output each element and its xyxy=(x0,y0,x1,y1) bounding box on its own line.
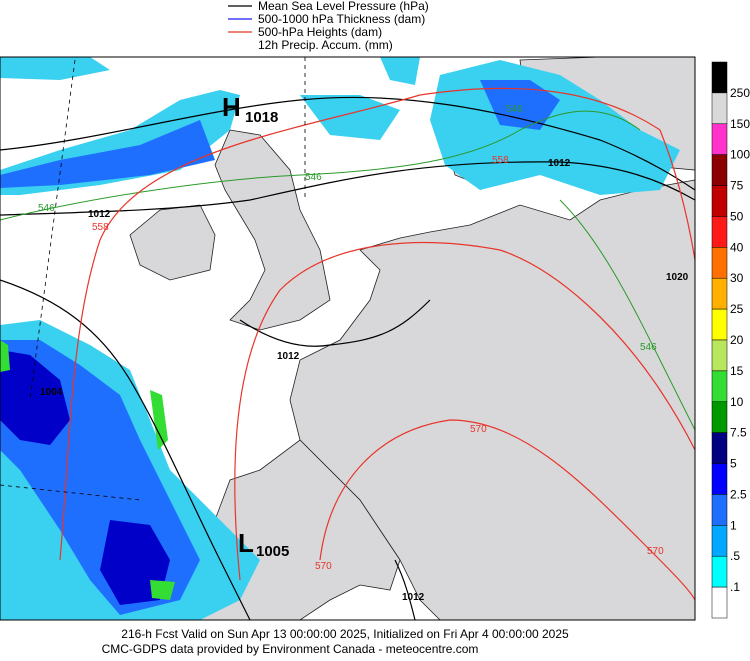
map-label: 1012 xyxy=(402,592,425,603)
colorbar-label: 150 xyxy=(730,117,750,131)
colorbar-swatch xyxy=(711,92,728,125)
colorbar-label: 10 xyxy=(730,395,744,409)
map-label: 570 xyxy=(470,424,487,435)
map-label: 1012 xyxy=(277,351,300,362)
legend-label: 500-1000 hPa Thickness (dam) xyxy=(258,12,425,26)
colorbar-swatch xyxy=(711,154,728,186)
legend-label: 500-hPa Heights (dam) xyxy=(258,25,382,39)
map-label: 570 xyxy=(647,546,664,557)
colorbar-swatch xyxy=(711,277,728,310)
legend-label: 12h Precip. Accum. (mm) xyxy=(258,38,393,52)
map: H 1018 L 1005 546 546 546 546 1012 1012 1012 1012 55… xyxy=(0,56,696,621)
colorbar-label: 15 xyxy=(730,364,744,378)
graticule xyxy=(0,57,306,501)
colorbar-label: 2.5 xyxy=(730,487,747,501)
colorbar-swatch xyxy=(711,555,728,588)
contours xyxy=(0,87,696,621)
colorbar-label: 250 xyxy=(730,86,750,100)
colorbar-swatch xyxy=(711,432,728,464)
colorbar-label: 5 xyxy=(730,457,737,471)
colorbar-swatch xyxy=(711,308,728,341)
map-label: 1018 xyxy=(245,109,278,126)
map-label: 558 xyxy=(92,222,109,233)
colorbar-swatch xyxy=(711,401,728,433)
colorbar-swatch xyxy=(711,216,728,248)
colorbar-swatch xyxy=(711,370,728,403)
map-label: 558 xyxy=(492,155,509,166)
colorbar-swatch xyxy=(711,525,728,557)
colorbar-label: 75 xyxy=(730,179,744,193)
map-labels: H 1018 L 1005 546 546 546 546 1012 1012 1012 1012 55… xyxy=(38,92,689,603)
colorbar-swatch xyxy=(711,339,728,372)
colorbar-swatch xyxy=(711,247,728,279)
map-label: 546 xyxy=(640,342,657,353)
footer-line: 216-h Fcst Valid on Sun Apr 13 00:00:00 … xyxy=(121,627,569,641)
colorbar-label: 1 xyxy=(730,518,737,532)
colorbar-swatch xyxy=(711,494,728,526)
map-frame xyxy=(0,56,696,621)
map-label: 570 xyxy=(315,561,332,572)
colorbar-swatch xyxy=(711,185,728,217)
legend: Mean Sea Level Pressure (hPa)500-1000 hP… xyxy=(228,0,429,52)
colorbar-label: 40 xyxy=(730,240,744,254)
map-label: 546 xyxy=(38,203,55,214)
map-label: L xyxy=(238,528,254,558)
colorbar-label: 7.5 xyxy=(730,426,747,440)
colorbar-swatch xyxy=(711,123,728,155)
map-label: H xyxy=(222,92,241,122)
colorbar-swatch xyxy=(711,61,728,94)
colorbar-label: 30 xyxy=(730,271,744,285)
colorbar-swatch xyxy=(711,586,728,619)
legend-label: Mean Sea Level Pressure (hPa) xyxy=(258,0,429,13)
colorbar: 250 150 100 75 50 40 30 25 20 15 10 7.5 5 2.5 1 .5 .1 xyxy=(711,61,750,619)
map-label: 1012 xyxy=(88,209,111,220)
map-label: 1005 xyxy=(256,543,289,560)
colorbar-swatch xyxy=(711,463,728,495)
map-label: 546 xyxy=(305,172,322,183)
colorbar-label: 100 xyxy=(730,148,750,162)
colorbar-label: 25 xyxy=(730,302,744,316)
map-label: 1020 xyxy=(666,272,689,283)
colorbar-label: .1 xyxy=(730,580,740,594)
colorbar-label: 20 xyxy=(730,333,744,347)
colorbar-label: 50 xyxy=(730,209,744,223)
map-label: 1004 xyxy=(40,387,63,398)
colorbar-label: .5 xyxy=(730,549,740,563)
map-label: 1012 xyxy=(548,158,571,169)
footer-line: CMC-GDPS data provided by Environment Ca… xyxy=(102,642,479,656)
map-label: 546 xyxy=(506,104,523,115)
